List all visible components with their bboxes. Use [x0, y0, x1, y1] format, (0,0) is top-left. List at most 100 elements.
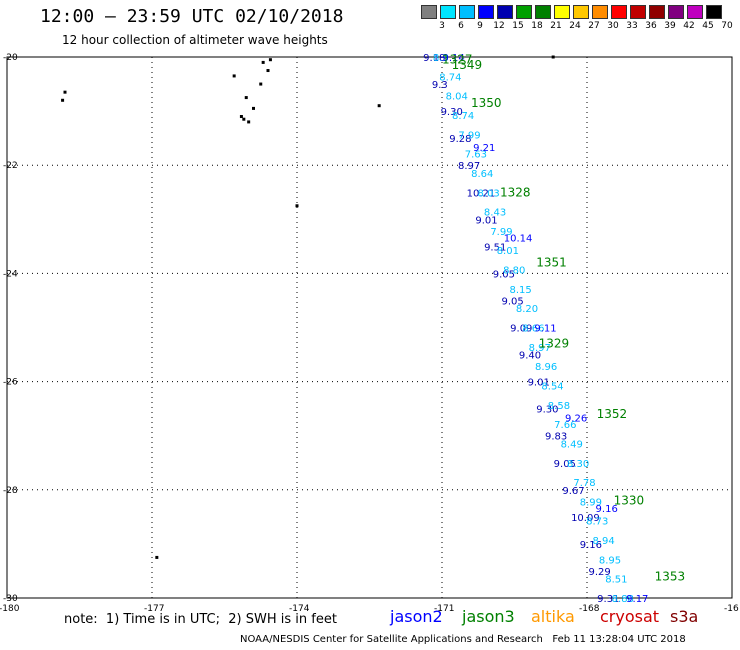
- pass-time-label: 1327: [442, 53, 473, 67]
- scale-swatch: [649, 5, 665, 19]
- lon-tick-label: -168: [579, 604, 600, 614]
- scale-label: 18: [531, 21, 543, 31]
- scale-label: 15: [512, 21, 524, 31]
- scale-swatch: [706, 5, 722, 19]
- lat-tick-label: -22: [3, 161, 18, 171]
- pass-time-label: 1353: [655, 569, 686, 583]
- pass-time-label: 1329: [539, 337, 570, 351]
- scale-label: 21: [550, 21, 562, 31]
- swh-value: 8.74: [452, 111, 474, 122]
- swh-value: 9.31: [597, 594, 619, 605]
- pass-time-label: 1350: [471, 96, 502, 110]
- lon-tick-label: -174: [289, 604, 310, 614]
- scale-label: 9: [477, 21, 483, 31]
- lat-tick-label: -24: [3, 269, 18, 279]
- scale-label: 24: [569, 21, 581, 31]
- swh-value: 10.09: [571, 513, 600, 524]
- scale-swatch: [440, 5, 456, 19]
- swh-value: 8.01: [497, 246, 519, 257]
- swh-value: 7.63: [465, 150, 487, 161]
- axis-labels: -20 -22 -24 -26 -28 -30-180 -177 -174 -171 -168 -1…: [0, 53, 739, 614]
- island-dot: [155, 555, 159, 559]
- swh-value: 8.43: [484, 208, 506, 219]
- island-dot: [61, 98, 65, 102]
- swh-value: 8.03: [478, 188, 500, 199]
- swh-value: 8.54: [541, 381, 563, 392]
- swh-value: 8.97: [529, 343, 551, 354]
- island-dot: [244, 96, 248, 100]
- scale-swatch: [535, 5, 551, 19]
- swh-value: 7.78: [573, 478, 595, 489]
- pass-time-label: 1349: [452, 58, 483, 72]
- island-dot: [268, 58, 272, 62]
- island-dot: [247, 120, 251, 124]
- swh-value: 8.20: [516, 304, 538, 315]
- island-dot: [242, 117, 246, 121]
- swh-value: 8.51: [605, 575, 627, 586]
- swh-value: 9.05: [501, 296, 523, 307]
- swh-value: 8.94: [593, 536, 615, 547]
- swh-value: 9.05: [493, 269, 515, 280]
- swh-value: 8.88: [612, 594, 634, 605]
- swh-value: 9.01: [475, 215, 497, 226]
- swh-value: 9.21: [473, 143, 495, 154]
- swh-value: 8.15: [509, 285, 531, 296]
- swh-value: 7.66: [554, 420, 576, 431]
- swh-value: 9.17: [626, 594, 648, 605]
- swh-value: 9.40: [519, 351, 541, 362]
- swh-value: 9.18: [423, 53, 445, 64]
- satellite-legend-item: jason2: [390, 607, 443, 626]
- satellite-tracks: 9.18 9.3 9.30 9.28 8.97 10.21 9.01 9.51 9.05 9.05…: [423, 53, 685, 605]
- scale-swatch: [497, 5, 513, 19]
- scale-label: 70: [721, 21, 733, 31]
- scale-label: 6: [458, 21, 464, 31]
- swh-value: 9.83: [545, 432, 567, 443]
- swh-value: 8.3: [433, 53, 449, 64]
- scale-label: 33: [626, 21, 638, 31]
- swh-value: 9.11: [534, 324, 556, 335]
- scale-swatch: [630, 5, 646, 19]
- island-dot: [259, 82, 263, 86]
- scale-swatch: [687, 5, 703, 19]
- island-dot: [377, 104, 381, 108]
- swh-value: 10.21: [467, 188, 496, 199]
- scale-label: 27: [588, 21, 600, 31]
- swh-value: 8.96: [535, 362, 557, 373]
- swh-value: 8.66: [522, 324, 544, 335]
- pass-time-label: 1330: [614, 494, 645, 508]
- scale-swatch: [459, 5, 475, 19]
- swh-value: 9.16: [596, 504, 618, 515]
- graticule: [7, 57, 732, 598]
- swh-value: 9.67: [562, 486, 584, 497]
- swh-value: 9.09: [510, 324, 532, 335]
- swh-value: 9.26: [565, 414, 587, 425]
- scale-label: 36: [645, 21, 657, 31]
- swh-value: 8.99: [580, 497, 602, 508]
- lat-tick-label: -28: [3, 486, 18, 496]
- swh-value: 8.95: [599, 555, 621, 566]
- island-dot: [239, 115, 243, 119]
- pass-time-label: 1328: [500, 185, 531, 199]
- island-dot: [261, 60, 265, 64]
- scale-swatch: [573, 5, 589, 19]
- lat-tick-label: -30: [3, 594, 18, 604]
- map-title: 12:00 – 23:59 UTC 02/10/2018: [40, 6, 344, 27]
- scale-swatch: [611, 5, 627, 19]
- swh-value: 8.73: [586, 517, 608, 528]
- swh-value: 9.01: [528, 378, 550, 389]
- lon-tick-label: -171: [434, 604, 454, 614]
- lon-tick-label: -180: [0, 604, 20, 614]
- swh-value: 9.28: [449, 134, 471, 145]
- scale-swatch: [554, 5, 570, 19]
- scale-swatch: [478, 5, 494, 19]
- swh-value: 9.30: [441, 107, 463, 118]
- swh-value: 9.14: [443, 53, 465, 64]
- swh-value: 9.29: [588, 567, 610, 578]
- scale-label: 12: [493, 21, 505, 31]
- scale-label: 39: [664, 21, 676, 31]
- swh-value: 7.99: [458, 130, 480, 141]
- satellite-legend-item: jason3: [462, 607, 515, 626]
- scale-swatch: [516, 5, 532, 19]
- lon-tick-label: -177: [144, 604, 164, 614]
- footer-credit: NOAA/NESDIS Center for Satellite Applica…: [240, 634, 686, 645]
